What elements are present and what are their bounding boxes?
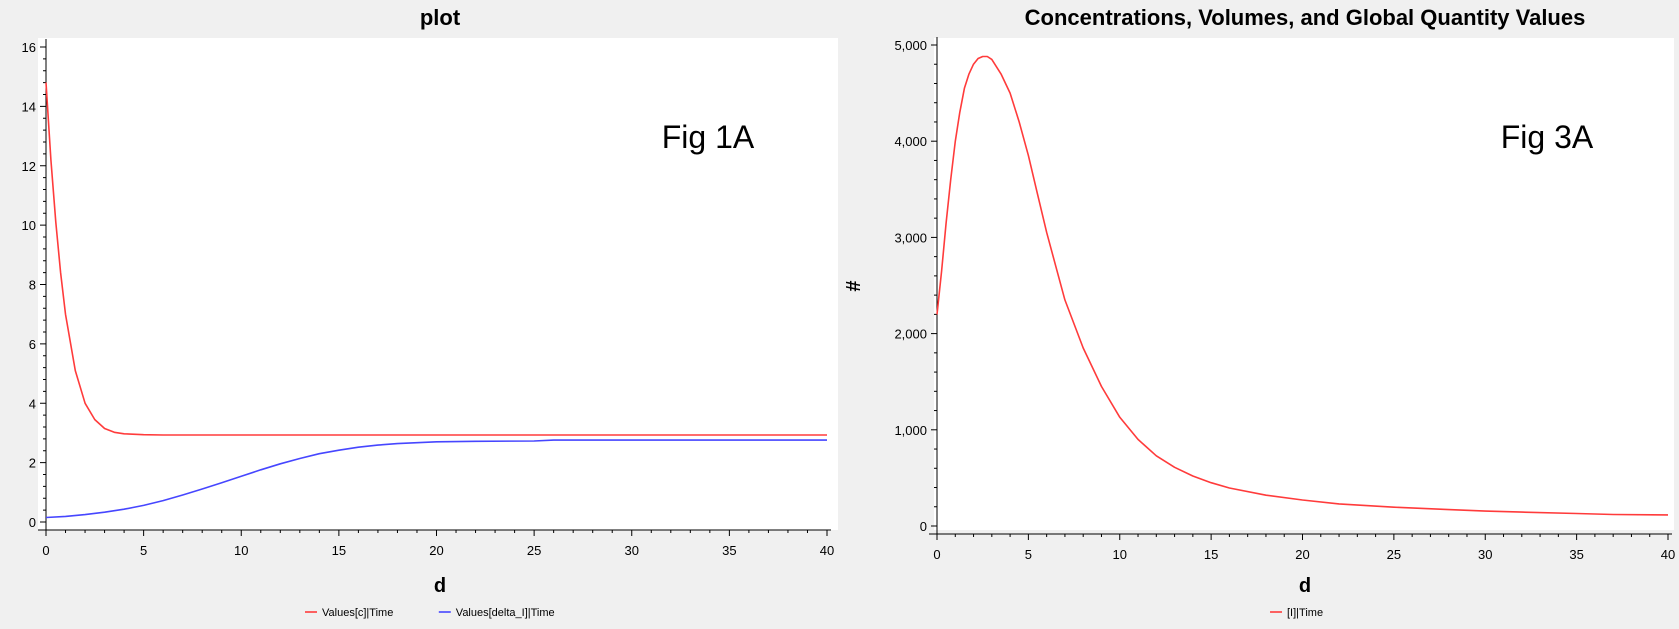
y-tick-label: 14	[22, 99, 36, 114]
x-tick-label: 25	[527, 543, 541, 558]
x-tick-label: 30	[1478, 547, 1492, 562]
series-group-left	[45, 82, 827, 519]
x-tick-label: 20	[429, 543, 443, 558]
plot-area-right	[934, 38, 1674, 530]
legend-label: Values[c]|Time	[322, 607, 393, 619]
y-tick-label: 12	[22, 159, 36, 174]
x-tick-label: 35	[722, 543, 736, 558]
x-tick-label: 15	[332, 543, 346, 558]
x-tick-label: 5	[1025, 547, 1032, 562]
chart-title-right: Concentrations, Volumes, and Global Quan…	[1025, 5, 1586, 30]
y-tick-label: 16	[22, 40, 36, 55]
series-line-right-0	[936, 55, 1669, 516]
x-tick-label: 40	[820, 543, 834, 558]
legend-label: Values[delta_I]|Time	[456, 607, 555, 619]
y-tick-label: 8	[29, 278, 36, 293]
series-line-left-1	[45, 439, 827, 519]
y-tick-label: 4,000	[894, 134, 927, 149]
y-tick-label: 6	[29, 337, 36, 352]
x-tick-label: 15	[1204, 547, 1218, 562]
y-tick-label: 2,000	[894, 327, 927, 342]
plot-area-left	[38, 38, 838, 530]
x-tick-label: 10	[234, 543, 248, 558]
y-tick-label: 10	[22, 218, 36, 233]
y-tick-label: 0	[29, 515, 36, 530]
chart-concentrations: Concentrations, Volumes, and Global Quan…	[843, 5, 1675, 619]
x-tick-label: 5	[140, 543, 147, 558]
x-tick-label: 20	[1295, 547, 1309, 562]
x-tick-label: 35	[1569, 547, 1583, 562]
x-tick-label: 10	[1113, 547, 1127, 562]
y-tick-label: 4	[29, 396, 36, 411]
y-tick-label: 0	[920, 519, 927, 534]
y-tick-label: 2	[29, 456, 36, 471]
legend-label: [I]|Time	[1287, 607, 1323, 619]
tick-group-right: 0 1,000 2,000 3,000 4,000 5,000 0 5 10 15 20 25 30 35…	[894, 37, 1675, 562]
figure-annotation-right: Fig 3A	[1501, 119, 1594, 155]
y-tick-label: 3,000	[894, 230, 927, 245]
chart-title-left: plot	[420, 5, 461, 30]
x-tick-label: 0	[933, 547, 940, 562]
x-tick-label: 30	[625, 543, 639, 558]
x-tick-label: 40	[1661, 547, 1675, 562]
y-tick-label: 1,000	[894, 423, 927, 438]
x-tick-label: 0	[42, 543, 49, 558]
chart-plot: plot Fig 1A 0 2 4 6 8 10 12 14 16 0 5 10 15 20 25 30 35 4…	[22, 5, 838, 619]
x-tick-label: 25	[1387, 547, 1401, 562]
y-axis-label-right: #	[843, 280, 865, 291]
x-axis-label-left: d	[434, 575, 446, 597]
tick-group-left: 0 2 4 6 8 10 12 14 16 0 5 10 15 20 25 30 35 40	[22, 39, 834, 558]
legend-right: [I]|Time	[1270, 607, 1323, 619]
x-axis-label-right: d	[1299, 575, 1311, 597]
figure-annotation-left: Fig 1A	[662, 119, 755, 155]
y-tick-label: 5,000	[894, 38, 927, 53]
series-group-right	[936, 55, 1669, 516]
series-line-left-0	[45, 82, 827, 436]
legend-left: Values[c]|Time Values[delta_I]|Time	[305, 607, 555, 619]
